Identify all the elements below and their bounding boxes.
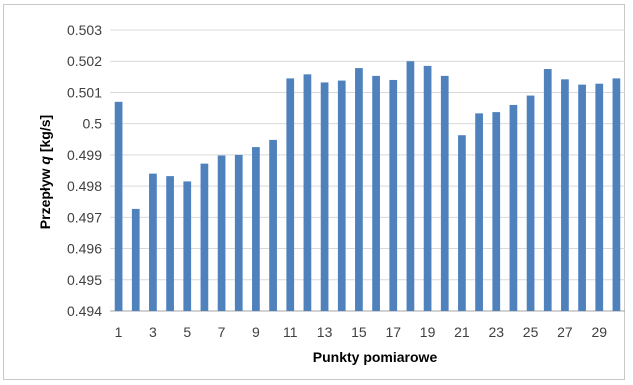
bar [440,75,449,311]
chart-frame [3,4,625,380]
x-tick-label: 9 [252,324,260,340]
bar [234,154,243,311]
bar [200,163,209,311]
bar [183,181,192,311]
y-tick-labels: 0.494 0.495 0.496 0.497 0.498 0.499 0.5 0.501 0.… [67,22,102,319]
bar [217,155,226,311]
bar [458,135,466,311]
bars [114,61,621,312]
x-tick-label: 1 [115,324,123,340]
y-tick-label: 0.495 [67,272,102,288]
bar [149,173,157,311]
x-tick-label: 17 [385,324,401,340]
y-axis-title: Przepływ q [kg/s] [37,115,53,229]
bar [114,101,123,311]
bar [355,68,363,311]
y-axis-title-unit: [kg/s] [37,115,53,156]
x-tick-label: 3 [149,324,157,340]
bar [252,147,260,311]
bar [131,208,140,311]
bar [475,113,483,311]
bar [337,80,346,311]
y-tick-label: 0.498 [67,178,102,194]
bar [612,78,621,312]
y-tick-label: 0.494 [67,303,102,319]
bar [423,65,432,312]
bar [286,78,295,312]
bar [389,79,398,311]
y-tick-label: 0.499 [67,147,102,163]
x-tick-label: 19 [420,324,436,340]
x-tick-label: 7 [218,324,226,340]
x-tick-label: 21 [454,324,470,340]
y-tick-label: 0.497 [67,209,102,225]
bar [595,83,604,311]
x-tick-label: 15 [351,324,367,340]
bar [543,69,552,312]
bar [372,75,380,311]
y-tick-label: 0.501 [67,84,102,100]
y-tick-label: 0.503 [67,22,102,38]
bar [561,79,569,311]
bar [269,139,277,311]
y-tick-label: 0.496 [67,241,102,257]
y-tick-label: 0.502 [67,53,102,69]
bar [320,82,329,311]
x-tick-label: 29 [591,324,607,340]
x-tick-label: 5 [183,324,191,340]
y-axis-title-part: Przepływ [37,165,53,230]
y-tick-label: 0.5 [83,116,103,132]
bar [166,176,174,311]
x-tick-label: 25 [523,324,539,340]
x-tick-labels: 1 3 5 7 9 11 13 15 17 19 21 23 25 27 29 [115,324,608,340]
bar [578,84,586,311]
bar [406,61,415,311]
bar [526,95,535,311]
x-tick-label: 27 [557,324,573,340]
bar [303,74,312,311]
bar [492,112,501,311]
gridlines [110,29,625,312]
x-tick-label: 11 [283,324,298,340]
x-tick-label: 13 [317,324,333,340]
y-axis-title-symbol: q [37,156,53,165]
bar [509,104,518,311]
x-axis-title: Punkty pomiarowe [313,349,438,365]
x-tick-label: 23 [488,324,504,340]
